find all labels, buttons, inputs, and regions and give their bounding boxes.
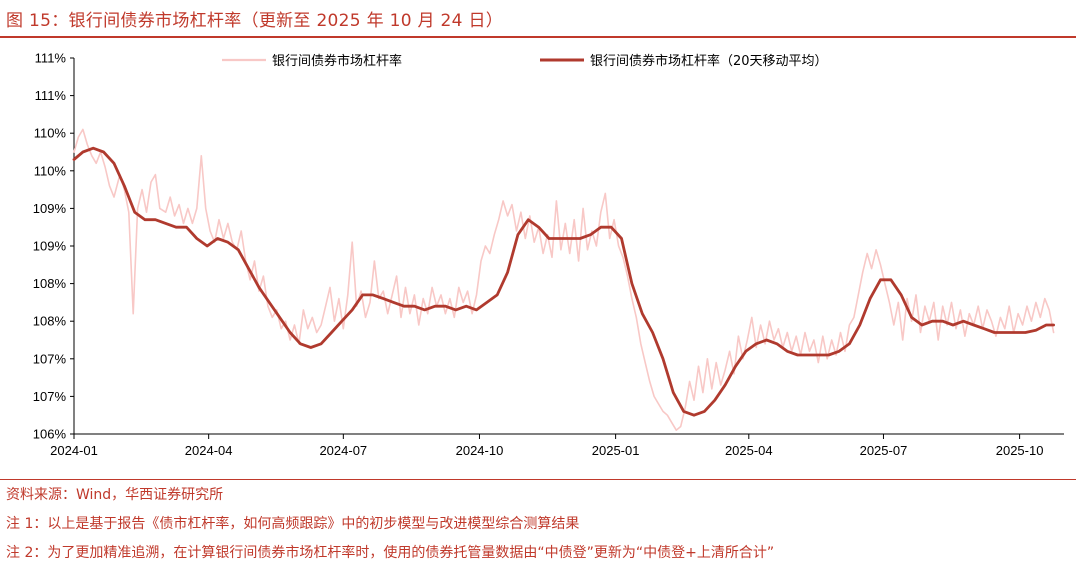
footnote-1: 注 1：以上是基于报告《债市杠杆率，如何高频跟踪》中的初步模型与改进模型综合测算…: [6, 516, 580, 532]
top-divider: [0, 36, 1076, 38]
y-tick-label: 110%: [34, 126, 67, 141]
y-tick-label: 111%: [35, 88, 67, 103]
y-tick-label: 108%: [33, 314, 67, 329]
source-note: 资料来源：Wind，华西证券研究所: [6, 487, 224, 503]
legend: 银行间债券市场杠杆率 银行间债券市场杠杆率（20天移动平均）: [222, 53, 828, 69]
legend-raw-label: 银行间债券市场杠杆率: [272, 53, 402, 69]
footnote-2: 注 2：为了更加精准追溯，在计算银行间债券市场杠杆率时，使用的债券托管量数据由“…: [6, 545, 775, 561]
y-tick-label: 109%: [33, 201, 67, 216]
y-tick-label: 109%: [33, 239, 67, 254]
series-layer: [72, 128, 1055, 431]
x-tick-label: 2025-04: [725, 443, 773, 458]
series-line-raw: [73, 128, 1055, 431]
figure-title: 图 15：银行间债券市场杠杆率（更新至 2025 年 10 月 24 日）: [6, 11, 504, 31]
legend-ma20-label: 银行间债券市场杠杆率（20天移动平均）: [590, 53, 828, 69]
x-tick-label: 2024-07: [319, 443, 367, 458]
x-tick-label: 2025-07: [860, 443, 908, 458]
x-tick-label: 2024-01: [50, 443, 98, 458]
y-tick-label: 108%: [33, 276, 67, 291]
x-tick-label: 2024-10: [456, 443, 504, 458]
x-tick-label: 2025-10: [996, 443, 1044, 458]
axis-layer: 106% 107% 107% 108% 108% 109% 109% 110% 110% 111%…: [33, 51, 1064, 458]
y-tick-label: 107%: [33, 389, 67, 404]
x-tick-label: 2024-04: [185, 443, 233, 458]
y-tick-label: 106%: [33, 427, 67, 442]
y-tick-label: 111%: [35, 51, 67, 66]
x-tick-label: 2025-01: [592, 443, 640, 458]
y-tick-label: 107%: [33, 351, 67, 366]
series-line-ma20: [72, 146, 1055, 417]
leverage-line-chart: 106% 107% 107% 108% 108% 109% 109% 110% 110% 111%…: [33, 51, 1064, 458]
y-tick-label: 110%: [34, 163, 67, 178]
bottom-divider: [0, 479, 1076, 480]
